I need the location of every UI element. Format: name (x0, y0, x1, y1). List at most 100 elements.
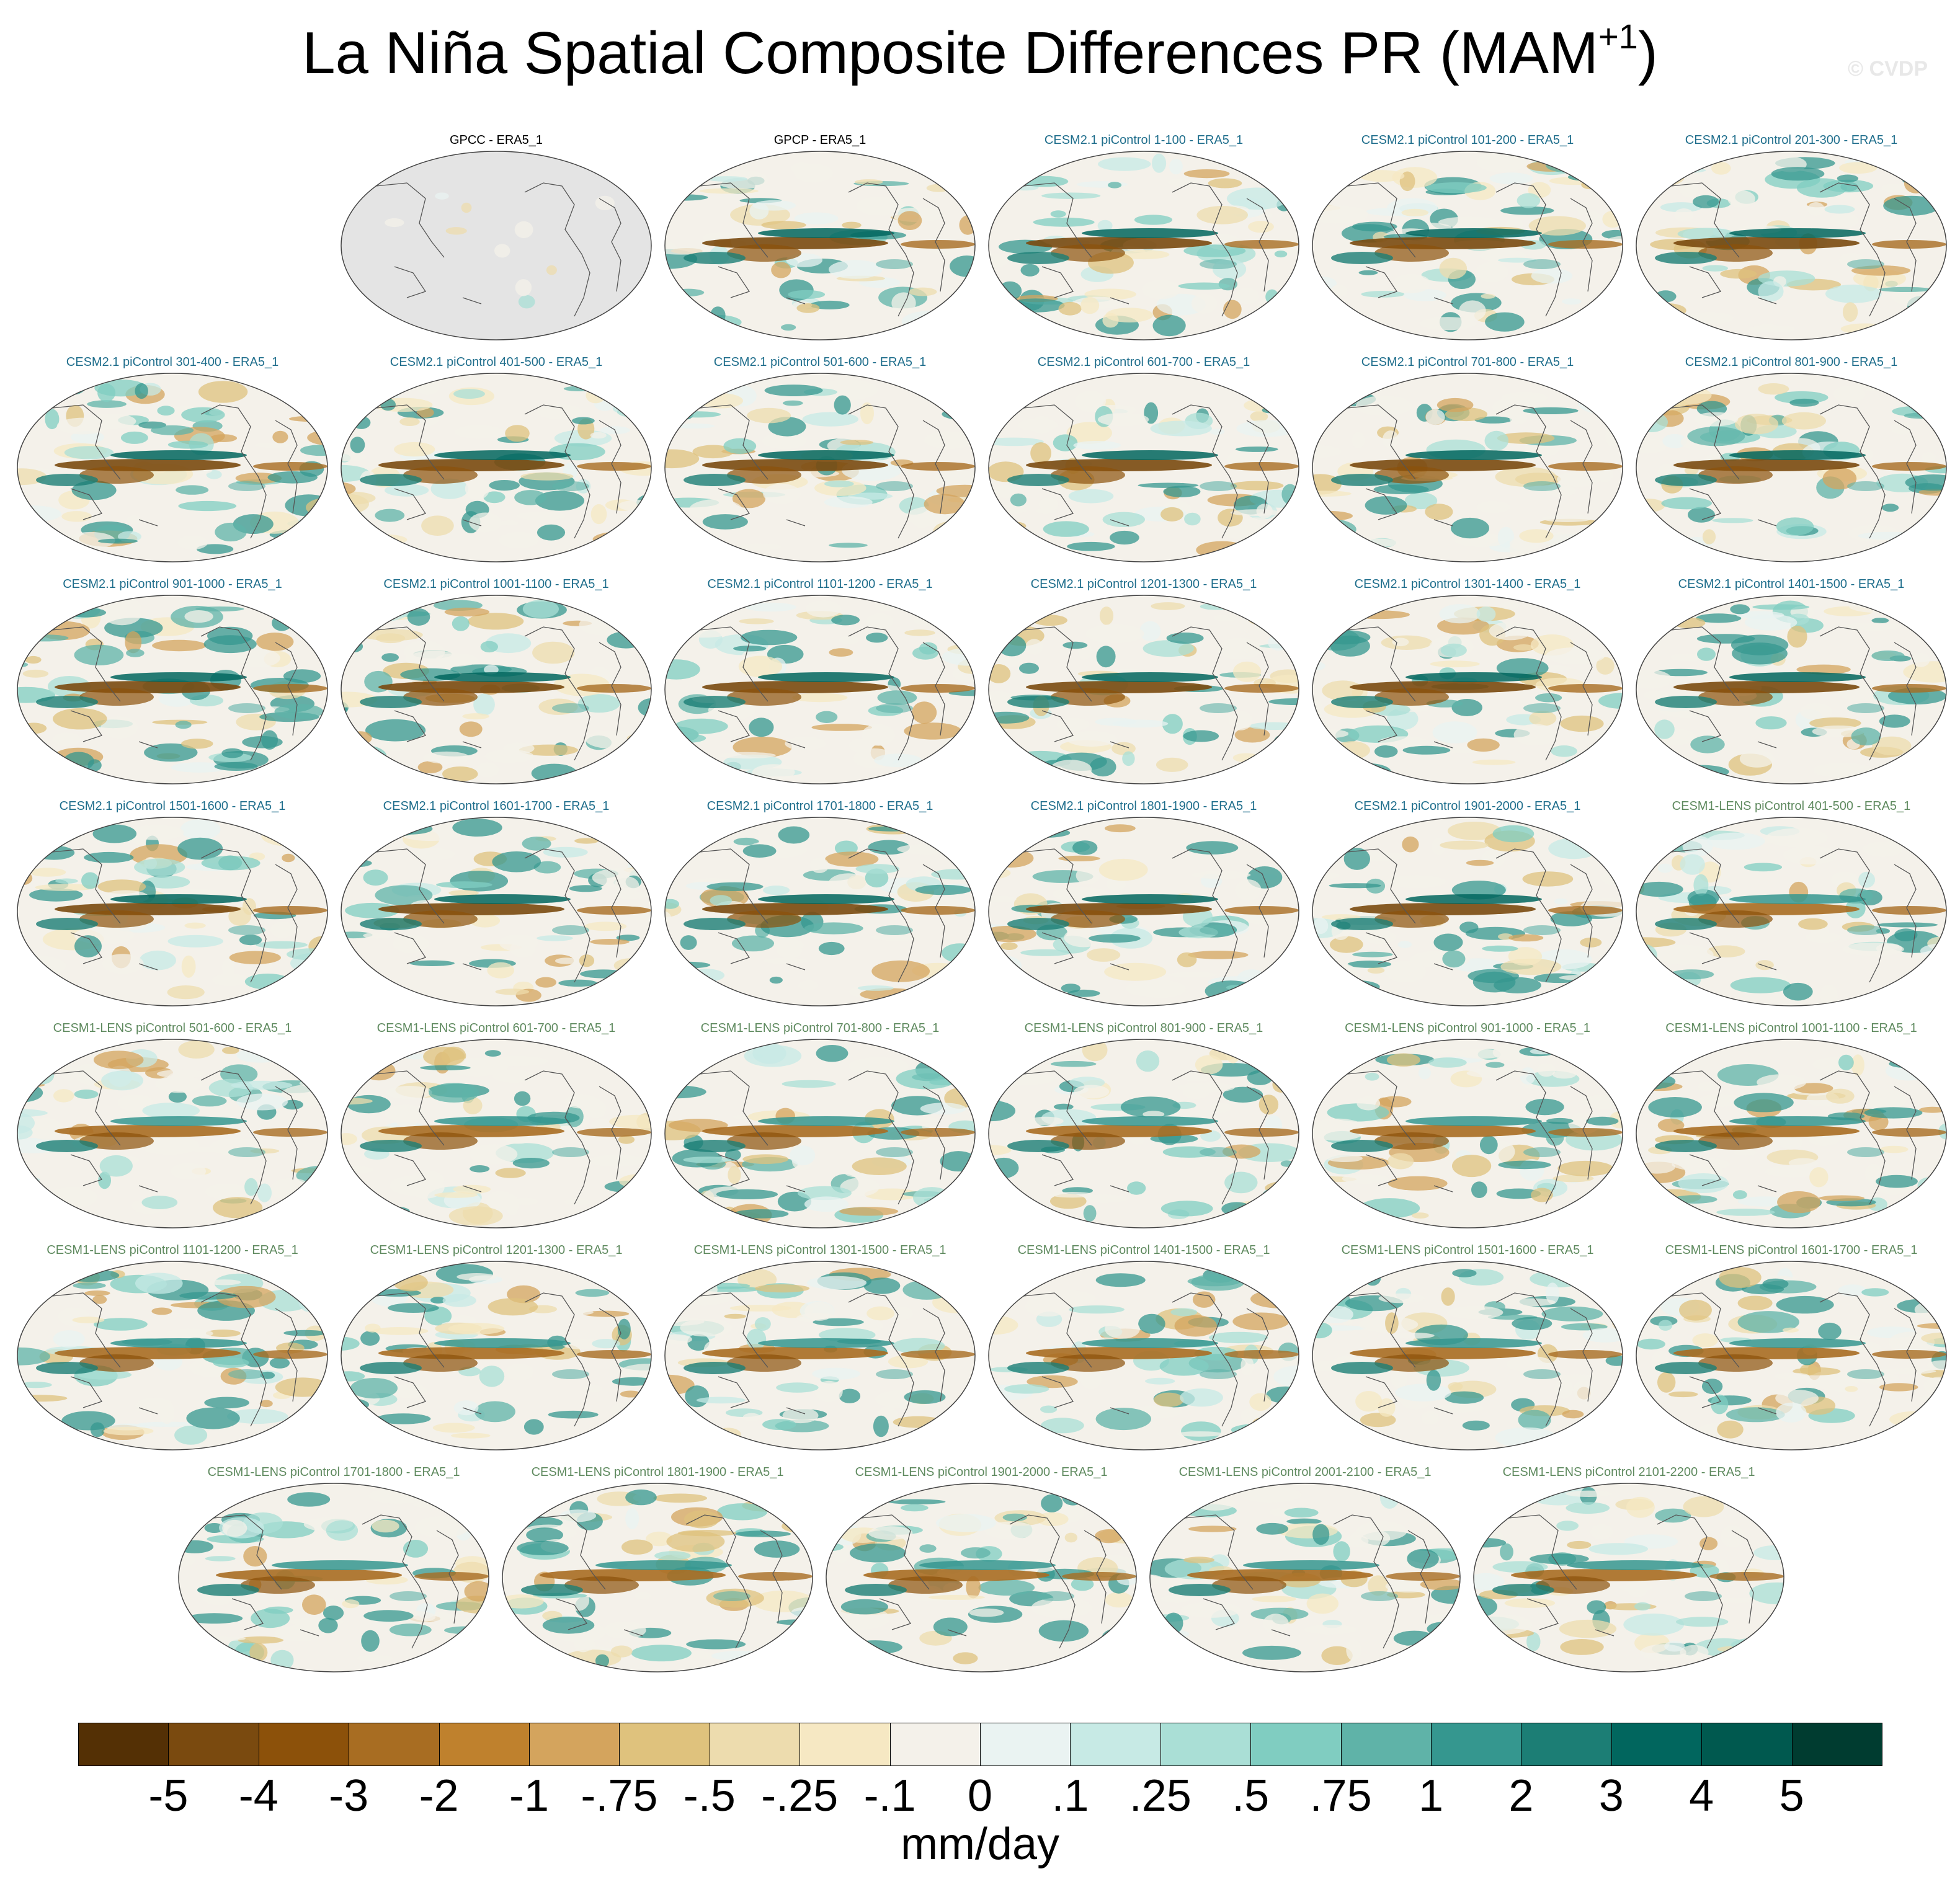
map-panel: CESM1-LENS piControl 801-900 - ERA5_1 (982, 1021, 1305, 1244)
map-border (1312, 151, 1623, 340)
map-panel: CESM2.1 piControl 501-600 - ERA5_1 (659, 355, 981, 578)
colorbar-box (800, 1723, 891, 1766)
title-superscript: +1 (1598, 17, 1638, 56)
map-panel: CESM2.1 piControl 701-800 - ERA5_1 (1306, 355, 1629, 578)
map-panel: CESM2.1 piControl 801-900 - ERA5_1 (1630, 355, 1953, 578)
panel-title: CESM2.1 piControl 901-1000 - ERA5_1 (63, 577, 282, 591)
panel-title: CESM2.1 piControl 1801-1900 - ERA5_1 (1030, 799, 1257, 813)
map-panel: CESM2.1 piControl 1501-1600 - ERA5_1 (11, 799, 334, 1022)
panel-title: CESM2.1 piControl 1-100 - ERA5_1 (1044, 133, 1244, 147)
precip-anomaly-map (341, 151, 652, 340)
map-panel: CESM1-LENS piControl 901-1000 - ERA5_1 (1306, 1021, 1629, 1244)
precip-anomaly-map (1636, 817, 1947, 1006)
map-border (341, 595, 652, 784)
coastline (375, 848, 621, 983)
map-panel: CESM1-LENS piControl 1501-1600 - ERA5_1 (1306, 1243, 1629, 1466)
precip-anomaly-map (341, 373, 652, 562)
coastline (1347, 1070, 1593, 1205)
map-border (1636, 1261, 1947, 1450)
colorbar-box (1431, 1723, 1522, 1766)
map-panel: CESM2.1 piControl 1601-1700 - ERA5_1 (335, 799, 657, 1022)
colorbar-tick-label: 5 (1779, 1771, 1804, 1821)
coastline (1023, 626, 1269, 761)
map-border (664, 373, 976, 562)
colorbar-tick-label: -.25 (761, 1771, 839, 1821)
map-border (988, 1261, 1299, 1450)
precip-anomaly-map (1636, 373, 1947, 562)
map-panel: CESM1-LENS piControl 1001-1100 - ERA5_1 (1630, 1021, 1953, 1244)
map-border (1473, 1483, 1784, 1672)
precip-anomaly-map (1312, 595, 1623, 784)
map-panel: GPCC - ERA5_1 (335, 133, 657, 356)
precip-anomaly-map (664, 373, 976, 562)
colorbar (78, 1723, 1882, 1766)
colorbar-box (1701, 1723, 1793, 1766)
coastline (1347, 182, 1593, 317)
coastline (699, 404, 945, 539)
precip-anomaly-map (988, 1261, 1299, 1450)
map-panel: CESM1-LENS piControl 1301-1500 - ERA5_1 (659, 1243, 981, 1466)
precip-anomaly-map (17, 1261, 328, 1450)
map-panel: CESM2.1 piControl 1701-1800 - ERA5_1 (659, 799, 981, 1022)
coastline (1023, 1292, 1269, 1427)
panel-title: CESM1-LENS piControl 1901-2000 - ERA5_1 (855, 1465, 1108, 1479)
panel-title: CESM2.1 piControl 401-500 - ERA5_1 (390, 355, 603, 369)
map-panels-grid: GPCC - ERA5_1 GPCP - ERA5_1 CESM2.1 piCont… (11, 133, 1953, 1672)
precip-anomaly-map (664, 1039, 976, 1228)
panel-title: CESM1-LENS piControl 701-800 - ERA5_1 (700, 1021, 940, 1035)
map-panel: CESM2.1 piControl 1401-1500 - ERA5_1 (1630, 577, 1953, 800)
precip-anomaly-map (1473, 1483, 1784, 1672)
precip-anomaly-map (502, 1483, 813, 1672)
map-border (826, 1483, 1137, 1672)
precip-anomaly-map (1149, 1483, 1461, 1672)
precip-anomaly-map (1636, 1261, 1947, 1450)
colorbar-tick-label: .25 (1129, 1771, 1192, 1821)
coastline (860, 1514, 1107, 1649)
panel-title: CESM2.1 piControl 201-300 - ERA5_1 (1685, 133, 1898, 147)
colorbar-box (1791, 1723, 1882, 1766)
colorbar-box (258, 1723, 350, 1766)
colorbar-tick-label: .1 (1051, 1771, 1089, 1821)
colorbar-tick-label: -.75 (581, 1771, 658, 1821)
coastline (375, 1070, 621, 1205)
map-border (341, 1261, 652, 1450)
colorbar-tick-label: -.1 (863, 1771, 916, 1821)
map-border (664, 817, 976, 1006)
watermark: © CVDP (1848, 57, 1928, 81)
colorbar-tick-label: -5 (148, 1771, 189, 1821)
map-border (1636, 151, 1947, 340)
panel-title: CESM1-LENS piControl 901-1000 - ERA5_1 (1345, 1021, 1590, 1035)
colorbar-box (529, 1723, 620, 1766)
panel-title: CESM2.1 piControl 301-400 - ERA5_1 (66, 355, 279, 369)
panel-title: GPCP - ERA5_1 (773, 133, 866, 147)
colorbar-tick-label: 4 (1689, 1771, 1714, 1821)
map-border (17, 595, 328, 784)
panel-title: CESM1-LENS piControl 1301-1500 - ERA5_1 (693, 1243, 947, 1257)
map-border (341, 373, 652, 562)
coastline (1670, 404, 1917, 539)
map-border (17, 1039, 328, 1228)
coastline (1023, 404, 1269, 539)
panel-title: CESM2.1 piControl 801-900 - ERA5_1 (1685, 355, 1898, 369)
coastline (1184, 1514, 1430, 1649)
map-panel: CESM1-LENS piControl 501-600 - ERA5_1 (11, 1021, 334, 1244)
map-border (1149, 1483, 1461, 1672)
colorbar-box (1611, 1723, 1703, 1766)
colorbar-box (1160, 1723, 1252, 1766)
map-panel: CESM1-LENS piControl 1601-1700 - ERA5_1 (1630, 1243, 1953, 1466)
coastline (1023, 182, 1269, 317)
map-panel: CESM2.1 piControl 1201-1300 - ERA5_1 (982, 577, 1305, 800)
map-panel: CESM2.1 piControl 901-1000 - ERA5_1 (11, 577, 334, 800)
map-border (1312, 1261, 1623, 1450)
map-border (988, 1039, 1299, 1228)
map-panel: CESM2.1 piControl 1001-1100 - ERA5_1 (335, 577, 657, 800)
map-panel: CESM2.1 piControl 1101-1200 - ERA5_1 (659, 577, 981, 800)
colorbar-units-label: mm/day (900, 1819, 1060, 1869)
colorbar-tick-label: 1 (1418, 1771, 1444, 1821)
colorbar-box (619, 1723, 710, 1766)
panel-title: CESM2.1 piControl 101-200 - ERA5_1 (1361, 133, 1574, 147)
colorbar-tick-label: 0 (967, 1771, 993, 1821)
coastline (1670, 626, 1917, 761)
precip-anomaly-map (1312, 1261, 1623, 1450)
colorbar-box (889, 1723, 981, 1766)
